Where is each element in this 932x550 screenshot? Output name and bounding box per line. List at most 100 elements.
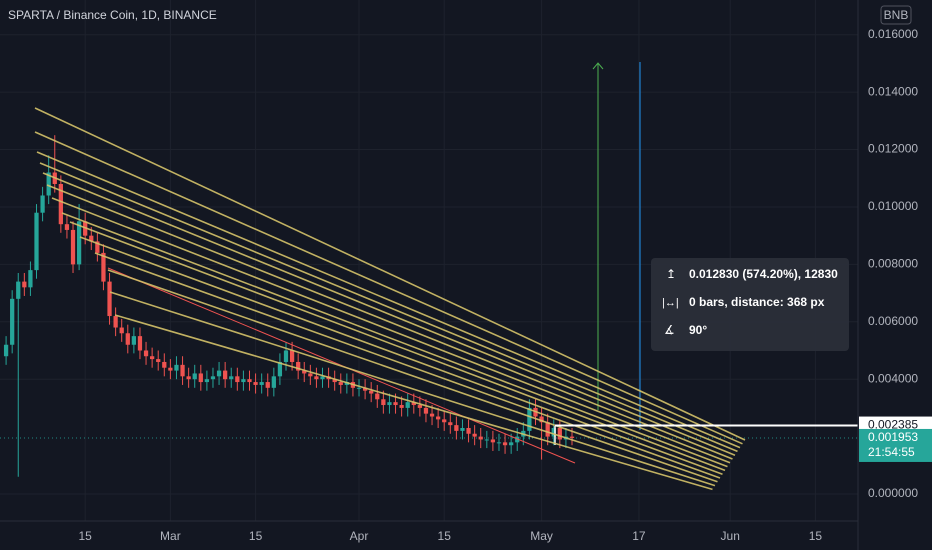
y-tick-label: 0.000000 [868, 486, 918, 500]
candle-body [539, 416, 544, 423]
icon: ∡ [664, 323, 675, 337]
candle-body [149, 356, 155, 360]
candle-body [381, 399, 386, 406]
candle-body [277, 361, 283, 377]
x-tick-label: 15 [438, 529, 452, 543]
candle-body [107, 281, 112, 317]
candle-body [34, 212, 39, 271]
candle-body [308, 373, 313, 377]
x-tick-label: Mar [160, 529, 181, 543]
candle-body [460, 427, 465, 431]
candle-body [369, 390, 374, 394]
fan-line [61, 212, 728, 468]
currency: BNB [884, 8, 909, 22]
candle-body [551, 427, 556, 437]
candle-body [3, 344, 9, 357]
candle-body [496, 442, 502, 444]
x-tick-label: 15 [809, 529, 823, 543]
candle-body [253, 382, 258, 385]
icon: ↥ [666, 267, 676, 281]
candle-body [332, 379, 337, 383]
candle-body [223, 370, 228, 380]
fan-line [46, 184, 733, 460]
candle-body [119, 327, 124, 334]
candle-body [435, 416, 441, 420]
y-tick-label: 0.004000 [868, 371, 918, 385]
candle-body [442, 419, 447, 423]
candle-body [466, 427, 471, 434]
candle-body [210, 376, 216, 380]
candle-body [296, 361, 301, 371]
candle-body [235, 376, 240, 383]
candle-body [70, 229, 76, 265]
last-price-label: 0.001953 [868, 430, 918, 444]
fan-line [34, 107, 746, 441]
candle-body [125, 333, 130, 345]
candle-body [40, 195, 45, 213]
candle-body [484, 439, 489, 441]
measure-tooltip: ↥ 0.012830 (574.20%), 12830 |↔| 0 bars, … [651, 258, 849, 351]
candle-body [472, 433, 477, 437]
candle-body [399, 405, 404, 408]
candle-body [198, 373, 203, 383]
fan-line [51, 197, 731, 464]
last-price-box [859, 428, 932, 462]
candle-body [569, 436, 575, 438]
candle-body [204, 379, 210, 383]
candle-body [216, 370, 222, 377]
candle-body [393, 402, 398, 406]
fan-line [69, 221, 726, 472]
candle-body [156, 359, 161, 362]
candle-body [16, 281, 21, 299]
y-tick-label: 0.006000 [868, 314, 918, 328]
candle-body [76, 221, 82, 265]
candle-body [162, 361, 167, 368]
y-tick-label: 0.012000 [868, 142, 918, 156]
tooltip-box [651, 258, 849, 351]
measure-bars: 0 bars, distance: 368 px [689, 295, 825, 309]
candle-body [143, 350, 149, 357]
candle-body [95, 241, 100, 253]
candle-body [502, 442, 508, 446]
candle-body [338, 382, 343, 385]
candle-body [490, 439, 496, 443]
candle-body [241, 379, 246, 383]
candle-body [320, 376, 325, 380]
candle-body [259, 382, 264, 385]
chart-title: SPARTA / Binance Coin, 1D, BINANCE [8, 8, 217, 22]
candle-body [271, 376, 276, 388]
candle-body [509, 442, 514, 446]
price-line-label: 0.002385 [868, 418, 918, 432]
countdown: 21:54:55 [868, 445, 915, 459]
candle-body [454, 425, 459, 431]
candle-body [186, 376, 191, 380]
measure-price: 0.012830 (574.20%), 12830 [689, 267, 838, 281]
x-tick-label: May [530, 529, 553, 543]
x-tick-label: 15 [249, 529, 263, 543]
y-tick-label: 0.016000 [868, 27, 918, 41]
candle-body [411, 402, 416, 406]
y-tick-label: 0.008000 [868, 257, 918, 271]
candle-body [174, 364, 179, 371]
candle-body [478, 436, 483, 440]
candle-body [302, 370, 307, 374]
currency-box [880, 5, 912, 25]
x-tick-label: Jun [721, 529, 740, 543]
candle-body [192, 373, 197, 380]
candle-body [131, 336, 137, 345]
icon: |↔| [662, 297, 679, 309]
fan-line [34, 131, 743, 445]
fan-line [114, 314, 713, 491]
y-tick-label: 0.010000 [868, 199, 918, 213]
candle-body [64, 224, 70, 230]
candle-body [417, 405, 423, 408]
candle-body [375, 393, 380, 400]
candle-body [265, 382, 270, 388]
candle-body [89, 235, 94, 242]
candle-body [28, 270, 33, 288]
candle-body [362, 387, 368, 391]
fan-line [36, 151, 741, 449]
drawings [34, 62, 858, 491]
candle-body [113, 316, 118, 328]
